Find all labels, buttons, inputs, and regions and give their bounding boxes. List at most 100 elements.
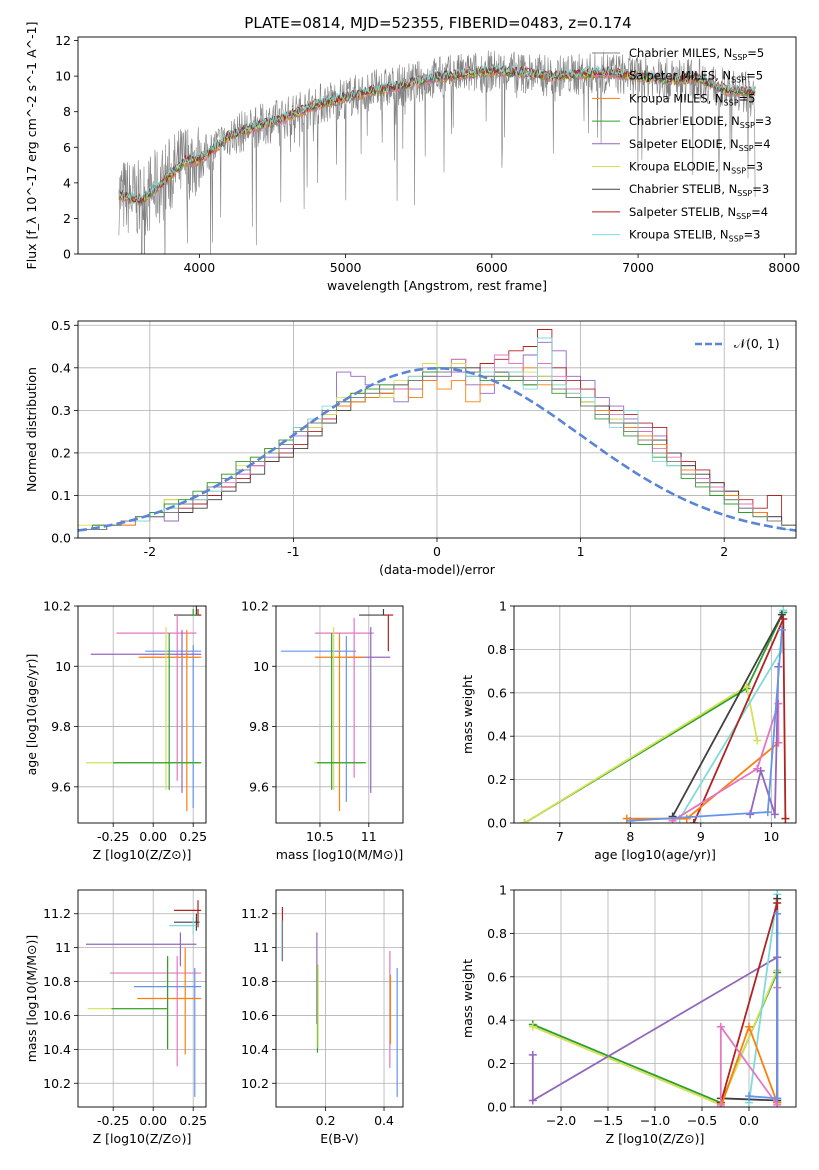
- axis-label-y: mass [log10(M/M⊙)]: [24, 935, 39, 1063]
- tick-label-y: 9.8: [249, 719, 269, 734]
- tick-label-y: 0.6: [487, 969, 507, 984]
- tick-label-x: −2.0: [546, 1113, 576, 1128]
- weight-marker: [773, 899, 782, 908]
- tick-label-x: 11: [361, 829, 377, 844]
- tick-label-x: 8: [626, 829, 634, 844]
- axis-label-y: mass weight: [460, 675, 475, 754]
- plot-area: [118, 50, 756, 254]
- legend-subscript: SSP: [732, 53, 747, 62]
- legend-value: =5: [746, 69, 763, 83]
- weight-marker: [781, 814, 790, 823]
- tick-label-y: 10.6: [43, 1008, 71, 1023]
- axis-label-y: age [log10(age/yr)]: [24, 654, 39, 776]
- tick-label-x: -0.25: [97, 829, 129, 844]
- tick-label-x: −1.5: [593, 1113, 623, 1128]
- weight-marker: [520, 819, 529, 823]
- legend-subscript: SSP: [724, 98, 739, 107]
- axis-label-x: (data-model)/error: [379, 562, 496, 577]
- weight-series: [671, 614, 783, 817]
- legend-value: =3: [744, 228, 761, 242]
- tick-label-y: 1: [499, 883, 507, 898]
- axes-frame: [275, 605, 404, 824]
- axis-label-x: age [log10(age/yr)]: [594, 847, 716, 862]
- legend-entry: Chabrier MILES, NSSP=5: [629, 46, 764, 62]
- weight-marker: [779, 615, 788, 624]
- weight-marker: [773, 909, 782, 918]
- weight-marker: [626, 816, 635, 823]
- weight-marker: [716, 1022, 725, 1031]
- tick-label-y: 0.6: [487, 685, 507, 700]
- tick-label-x: 0: [433, 544, 441, 559]
- weight-series: [672, 703, 780, 822]
- tick-label-y: 8: [63, 104, 71, 119]
- tick-label-y: 9.6: [249, 779, 269, 794]
- tick-label-y: 6: [63, 140, 71, 155]
- plot-area: [78, 890, 206, 1107]
- legend-value: =4: [751, 205, 768, 219]
- legend-entry: Kroupa STELIB, NSSP=3: [629, 228, 760, 244]
- tick-label-y: 11.2: [43, 906, 71, 921]
- tick-label-y: 0.0: [487, 1100, 507, 1115]
- legend-subscript: SSP: [740, 121, 755, 130]
- legend-subscript: SSP: [736, 212, 751, 221]
- legend-subscript: SSP: [737, 189, 752, 198]
- histogram-series: [78, 367, 796, 538]
- legend-subscript: SSP: [731, 76, 746, 85]
- weight-marker: [770, 810, 779, 819]
- tick-label-y: 10.2: [43, 1076, 71, 1091]
- weight-marker: [746, 810, 755, 819]
- legend-entry: Kroupa ELODIE, NSSP=3: [629, 160, 763, 176]
- tick-label-y: 9.6: [51, 779, 71, 794]
- tick-label-x: 10: [763, 829, 779, 844]
- axes-frame: [77, 889, 207, 1108]
- axis-label-y: Normed distribution: [24, 367, 39, 492]
- tick-label-x: -0.25: [97, 1113, 129, 1128]
- tick-label-x: 4000: [183, 260, 215, 275]
- legend-value: =4: [754, 137, 771, 151]
- plot-area: [276, 606, 403, 823]
- legend-value: =3: [755, 114, 772, 128]
- tick-label-y: 12: [55, 33, 71, 48]
- weight-marker: [756, 766, 765, 775]
- tick-label-y: 10.6: [241, 1008, 269, 1023]
- tick-label-y: 0.2: [51, 445, 71, 460]
- legend-subscript: SSP: [729, 235, 744, 244]
- tick-label-x: 10.5: [306, 829, 334, 844]
- tick-label-y: 10.2: [241, 599, 269, 614]
- tick-label-y: 0.8: [487, 642, 507, 657]
- axis-label-x: Z [log10(Z/Z⊙)]: [606, 1131, 705, 1146]
- tick-label-y: 4: [63, 175, 71, 190]
- model-line: [118, 64, 756, 202]
- panel-residuals: -2 -1 0 1 2 0.0 0.1 0.2 0.3 0.4 0.5 (data-model)/er…: [24, 318, 797, 577]
- tick-label-y: 0.4: [51, 360, 71, 375]
- normal-curve: [78, 366, 796, 532]
- legend-entry: 𝒩(0, 1): [734, 336, 780, 351]
- tick-label-y: 9.8: [51, 719, 71, 734]
- tick-label-x: 8000: [768, 260, 800, 275]
- tick-label-y: 0.4: [487, 729, 507, 744]
- tick-label-x: -2: [144, 544, 156, 559]
- tick-label-x: 7: [556, 829, 564, 844]
- tick-label-x: 1: [577, 544, 585, 559]
- tick-label-y: 0.8: [487, 926, 507, 941]
- tick-label-y: 0.0: [51, 531, 71, 546]
- tick-label-y: 0.2: [487, 1056, 507, 1071]
- tick-label-y: 10: [55, 69, 71, 84]
- legend-value: =5: [747, 46, 764, 60]
- tick-label-y: 10.8: [241, 974, 269, 989]
- tick-label-y: 10.4: [43, 1042, 71, 1057]
- weight-marker: [777, 645, 786, 654]
- tick-label-y: 0: [63, 247, 71, 262]
- tick-label-y: 0.4: [487, 1013, 507, 1028]
- weight-marker: [777, 625, 786, 634]
- weight-marker: [716, 1100, 725, 1107]
- legend-entry: Salpeter STELIB, NSSP=4: [629, 205, 768, 221]
- axis-label-y: Flux [f_λ 10^-17 erg cm^-2 s^-1 A^-1]: [24, 22, 39, 270]
- tick-label-y: 10: [253, 659, 269, 674]
- tick-label-y: 10.8: [43, 974, 71, 989]
- plot-area: [78, 321, 796, 538]
- tick-label-x: 0.0: [739, 1113, 759, 1128]
- axes-frame: [77, 320, 797, 539]
- axes-frame: [77, 605, 207, 824]
- tick-label-x: 6000: [476, 260, 508, 275]
